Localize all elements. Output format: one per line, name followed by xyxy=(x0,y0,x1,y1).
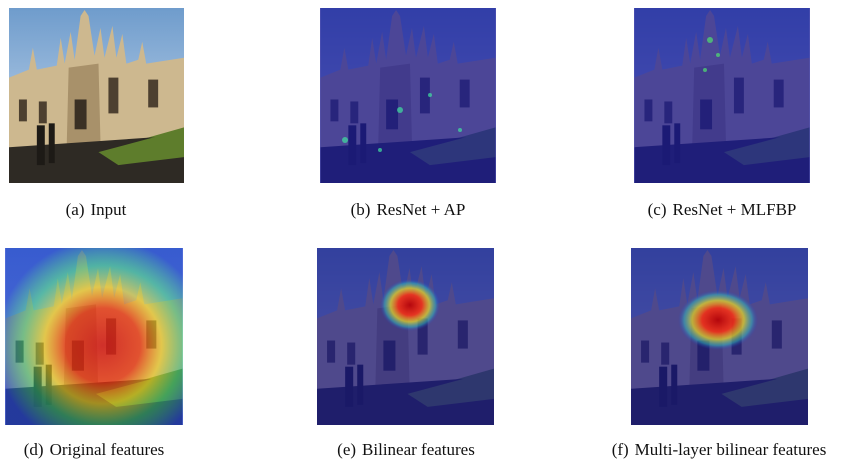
image-d xyxy=(5,248,183,425)
caption-label: (d) xyxy=(23,440,44,459)
caption: (b) ResNet + AP xyxy=(258,200,558,220)
caption: (f) Multi-layer bilinear features xyxy=(569,440,861,460)
image-c xyxy=(634,8,810,183)
caption-text: ResNet + MLFBP xyxy=(672,200,797,219)
caption-text: Bilinear features xyxy=(362,440,475,459)
caption: (d) Original features xyxy=(0,440,244,460)
caption-label: (a) xyxy=(65,200,85,219)
image-a xyxy=(9,8,184,183)
image-b xyxy=(320,8,496,183)
image-f xyxy=(631,248,808,425)
caption-text: ResNet + AP xyxy=(376,200,466,219)
caption-text: Original features xyxy=(49,440,165,459)
caption-label: (c) xyxy=(647,200,667,219)
caption: (e) Bilinear features xyxy=(256,440,556,460)
caption-text: Input xyxy=(90,200,127,219)
caption-label: (e) xyxy=(337,440,357,459)
caption-label: (b) xyxy=(350,200,371,219)
caption-label: (f) xyxy=(611,440,629,459)
caption: (c) ResNet + MLFBP xyxy=(572,200,861,220)
image-e xyxy=(317,248,494,425)
caption-text: Multi-layer bilinear features xyxy=(634,440,827,459)
caption: (a) Input xyxy=(0,200,246,220)
